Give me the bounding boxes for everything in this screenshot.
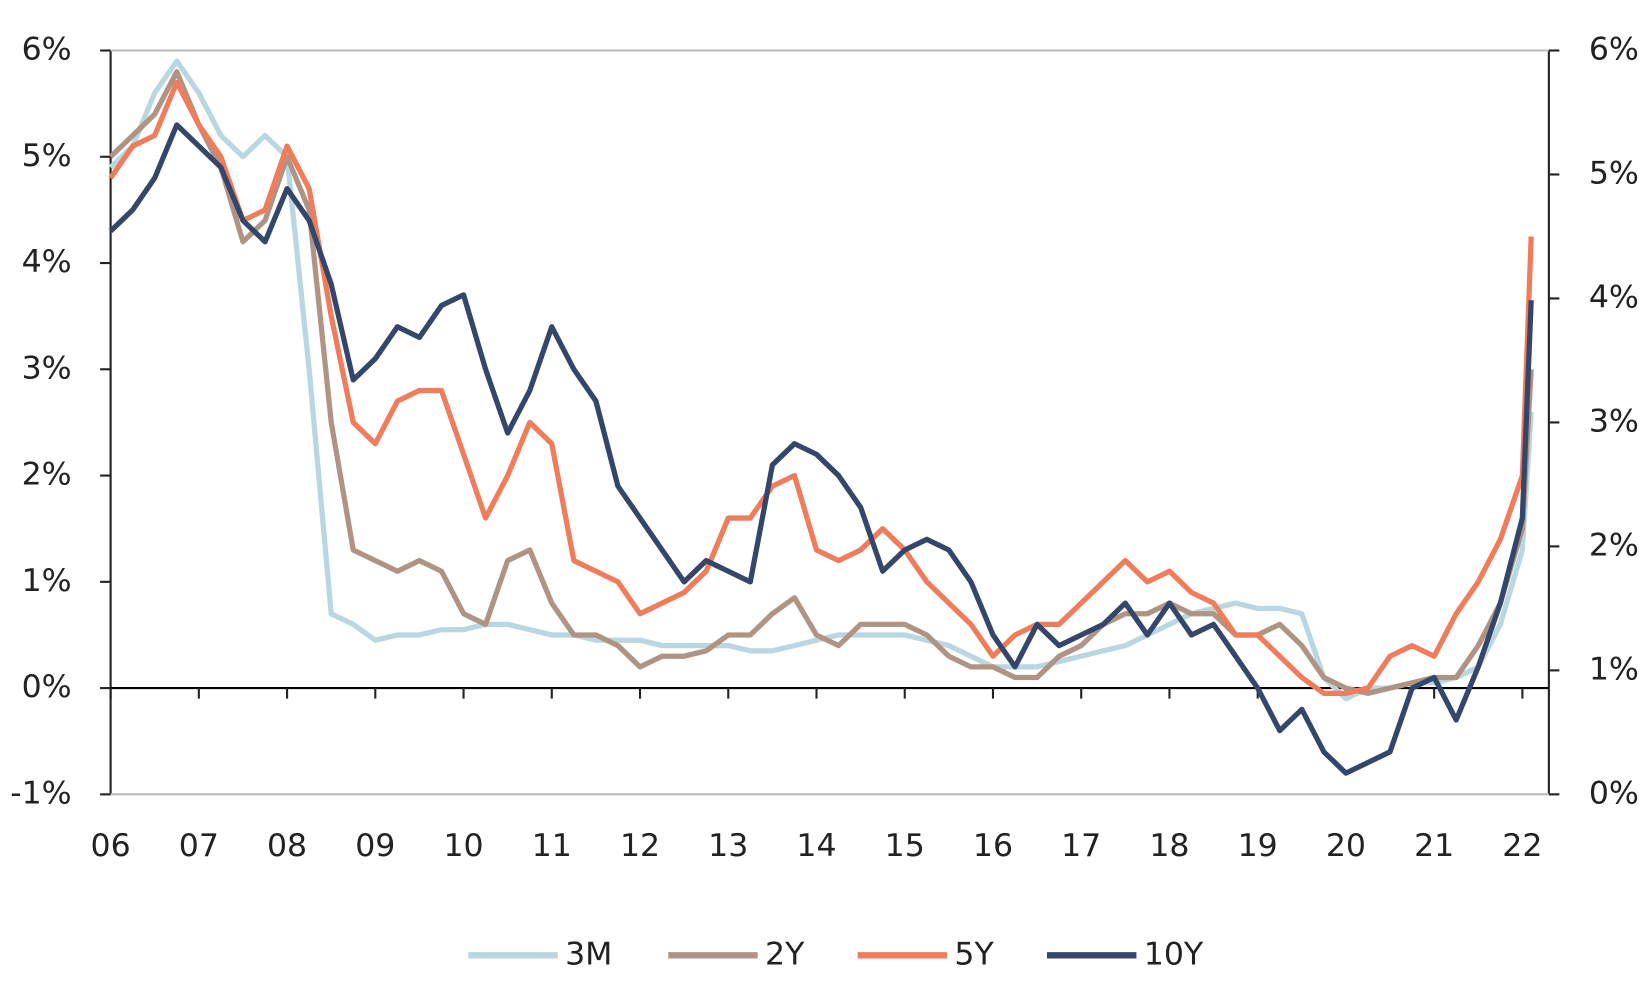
- x-tick-label: 15: [885, 828, 925, 864]
- y2-tick-label: 1%: [1589, 651, 1639, 687]
- x-tick-label: 21: [1414, 828, 1454, 864]
- x-tick-label: 13: [708, 828, 748, 864]
- legend-label: 10Y: [1144, 936, 1204, 972]
- x-tick-label: 16: [973, 828, 1013, 864]
- x-tick-label: 14: [796, 828, 836, 864]
- y2-tick-label: 3%: [1589, 403, 1639, 439]
- x-tick-label: 20: [1326, 828, 1366, 864]
- y-tick-label: 2%: [22, 457, 72, 493]
- x-tick-label: 12: [620, 828, 660, 864]
- y2-tick-label: 0%: [1589, 775, 1639, 811]
- y-tick-label: 3%: [22, 350, 72, 386]
- x-tick-label: 10: [443, 828, 483, 864]
- y-tick-label: 5%: [22, 138, 72, 174]
- x-tick-label: 08: [267, 828, 307, 864]
- y-tick-label: 0%: [22, 669, 72, 705]
- series-line: [108, 69, 1534, 696]
- y2-tick-label: 4%: [1589, 279, 1639, 315]
- series-line: [108, 58, 1534, 702]
- y2-tick-label: 5%: [1589, 155, 1639, 191]
- legend-label: 2Y: [765, 936, 805, 972]
- x-tick-label: 17: [1061, 828, 1101, 864]
- y2-tick-label: 2%: [1589, 527, 1639, 563]
- x-tick-label: 09: [355, 828, 395, 864]
- y2-tick-label: 6%: [1589, 32, 1639, 68]
- y-tick-label: 1%: [22, 563, 72, 599]
- x-tick-label: 06: [91, 828, 131, 864]
- x-tick-label: 19: [1238, 828, 1278, 864]
- series-line: [108, 79, 1534, 696]
- series-line: [108, 122, 1534, 776]
- x-tick-label: 11: [532, 828, 572, 864]
- x-tick-label: 18: [1149, 828, 1189, 864]
- x-tick-label: 07: [179, 828, 219, 864]
- y-tick-label: 6%: [22, 32, 72, 68]
- y-tick-label: -1%: [10, 775, 71, 811]
- legend-label: 5Y: [954, 936, 994, 972]
- y-tick-label: 4%: [22, 244, 72, 280]
- legend-label: 3M: [565, 936, 612, 972]
- x-tick-label: 22: [1502, 828, 1542, 864]
